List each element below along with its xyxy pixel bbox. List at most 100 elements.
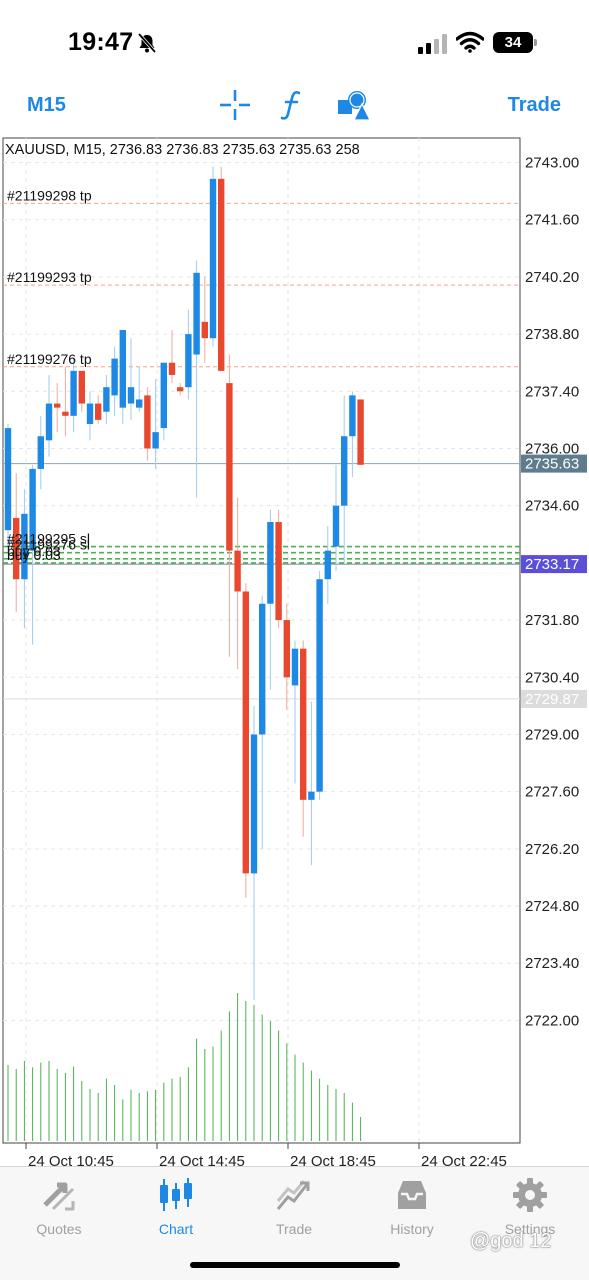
x-tick-label: 24 Oct 18:45 [290,1153,376,1166]
candle-body [316,579,323,792]
candle-body [324,550,331,580]
candle-body [283,620,290,678]
candle-body [70,370,77,416]
tab-trade[interactable]: Trade [235,1175,353,1239]
order-label: #21199298 tp [7,187,92,203]
tab-history-label: History [390,1221,434,1237]
timeframe-button[interactable]: M15 [27,94,66,116]
crosshair-price-tag-bg [521,689,587,708]
candle-body [136,399,143,408]
y-tick-label: 2724.80 [525,898,579,915]
candlestick-chart[interactable]: 2743.00 2741.60 2740.20 2738.80 2737.40 2736.… [0,136,589,1166]
crosshair-icon[interactable] [218,88,252,122]
order-price-tag-bg [521,555,587,574]
candle-body [357,399,364,465]
candle-body [275,522,282,621]
candle-body [78,370,85,404]
watermark: @god 12 [470,1230,552,1252]
tab-settings[interactable]: Settings [471,1175,589,1239]
trade-button[interactable]: Trade [507,94,561,116]
y-tick-label: 2722.00 [525,1012,579,1029]
candle-body [332,505,340,547]
candle-body [177,387,184,392]
tab-chart[interactable]: Chart [117,1175,235,1239]
candle-body [201,321,208,339]
tab-quotes-label: Quotes [36,1221,82,1237]
bottom-tab-bar: Quotes Chart Trade History [0,1166,589,1280]
status-time: 19:47 [68,28,134,56]
candle-body [152,432,159,449]
candle-body [341,436,348,506]
candle-body [185,334,192,388]
order-label: #21199276 tp [7,351,92,367]
tab-trade-label: Trade [275,1221,313,1237]
candle-body [291,648,299,686]
candle-body [4,428,12,531]
candle-body [250,734,258,874]
order-label: buy 0.03 [7,547,61,563]
candlestick-chart-icon [160,1178,192,1211]
candle-body [45,403,53,441]
x-tick-label: 24 Oct 22:45 [421,1153,507,1166]
candle-body [234,550,241,592]
battery-icon: 34 [493,32,537,53]
order-label: #21199293 tp [7,269,92,285]
candle-body [209,178,217,339]
candle-body [300,648,307,800]
chart-toolbar: M15 Trade [0,80,589,132]
candle-body [218,178,225,371]
chart-info: XAUUSD, M15, 2736.83 2736.83 2735.63 273… [5,142,360,158]
tab-quotes[interactable]: Quotes [0,1175,118,1239]
candle-body [242,591,249,874]
candle-body [119,330,126,408]
candle-body [29,468,36,551]
candle-body [127,387,135,404]
candle-body [95,403,102,420]
signal-icon [418,34,447,54]
candle-body [160,362,167,429]
y-tick-label: 2723.40 [525,955,579,972]
candle-body [267,522,274,604]
y-tick-label: 2726.20 [525,841,579,858]
crosshair-price-tag: 2729.87 [525,691,579,708]
candle-body [226,383,233,551]
order-label: buy 0.03 [7,543,61,559]
candle-body [86,403,94,424]
tab-settings-label: Settings [504,1221,556,1237]
candle-body [62,411,69,416]
y-tick-label: 2729.00 [525,726,579,743]
wifi-icon [456,31,484,53]
function-icon[interactable] [276,88,310,122]
y-tick-label: 2738.80 [525,326,579,343]
candle-body [103,387,110,412]
shapes-icon[interactable] [336,88,372,122]
price-chart[interactable]: 2743.00 2741.60 2740.20 2738.80 2737.40 2736.… [0,136,589,1166]
current-price-tag: 2735.63 [525,456,579,473]
x-tick-label: 24 Oct 14:45 [159,1153,245,1166]
candle-body [144,395,151,449]
quotes-arrows-icon [43,1182,75,1211]
tab-chart-label: Chart [158,1221,194,1237]
candle-body [21,513,28,580]
y-tick-label: 2740.20 [525,269,579,286]
y-tick-label: 2737.40 [525,383,579,400]
y-tick-label: 2731.80 [525,612,579,629]
candle-body [37,436,44,469]
candle-body [13,517,20,580]
order-label: #21199295 sl [7,531,90,547]
status-bar: 19:47 34 [0,0,589,80]
y-tick-label: 2727.60 [525,784,579,801]
candle-body [168,362,176,375]
bell-slash-icon [137,32,157,54]
y-tick-label: 2734.60 [525,498,579,515]
tab-history[interactable]: History [353,1175,471,1239]
home-indicator [190,1262,400,1268]
candle-body [193,272,200,355]
candle-body [111,358,118,396]
candle-body [308,791,315,800]
y-tick-label: 2743.00 [525,155,579,172]
y-tick-label: 2730.40 [525,669,579,686]
x-tick-label: 24 Oct 10:45 [28,1153,114,1166]
current-price-tag-bg [521,454,587,473]
order-label: #21199276 sl [7,537,90,553]
